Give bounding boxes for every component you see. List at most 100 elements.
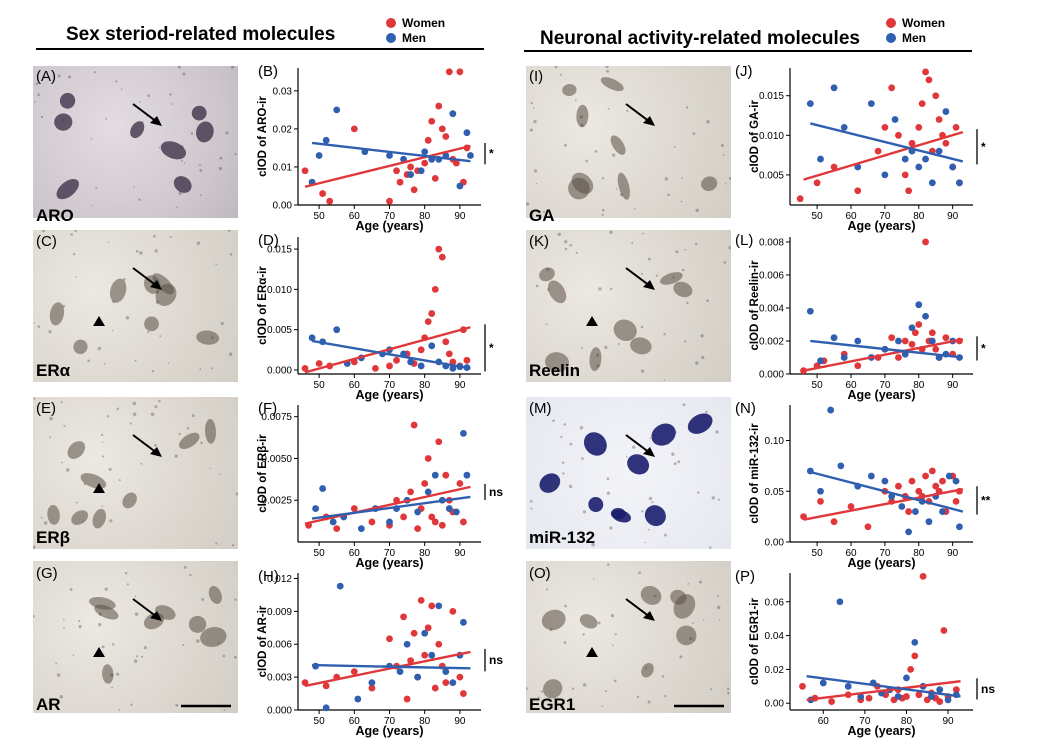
arrow-head-icon (150, 611, 162, 621)
arrow-head-icon (150, 447, 162, 457)
background-speck (33, 397, 36, 400)
y-tick-label: 0.02 (765, 665, 785, 676)
background-speck (653, 594, 657, 598)
background-speck (169, 93, 172, 96)
data-point-men (414, 508, 422, 516)
data-point-women (888, 84, 896, 92)
background-speck (118, 709, 121, 711)
plot-panel-n: (N) 0.00 0.05 0.10 50 60 70 80 90 Age (years) cIO… (735, 397, 1000, 570)
background-speck (569, 442, 573, 446)
background-speck (626, 109, 629, 112)
x-tick-label: 90 (947, 211, 959, 222)
background-speck (717, 595, 720, 598)
data-point-women (407, 657, 415, 665)
background-speck (554, 66, 558, 69)
data-point-women (449, 358, 457, 366)
micrograph-mir-132 (526, 397, 731, 549)
background-speck (199, 168, 203, 172)
cell-body (644, 505, 666, 527)
background-speck (601, 208, 605, 212)
data-point-women (911, 652, 919, 660)
y-tick-label: 0.00 (765, 538, 785, 549)
background-speck (664, 177, 668, 181)
data-point-men (407, 358, 415, 366)
data-point-men (895, 337, 902, 345)
triangle-marker-icon (586, 316, 598, 326)
data-point-women (903, 693, 910, 700)
data-point-women (911, 329, 919, 337)
x-tick-label: 90 (942, 716, 954, 727)
cell-body (59, 92, 76, 109)
marker-label: ERβ (36, 528, 70, 547)
y-tick-label: 0.000 (267, 706, 292, 717)
background-speck (569, 243, 573, 247)
data-point-men (421, 629, 429, 637)
background-speck (33, 545, 36, 549)
data-point-women (460, 518, 467, 526)
arrow-head-icon (643, 611, 655, 621)
background-speck (609, 287, 613, 291)
data-point-men (463, 471, 471, 479)
background-speck (533, 169, 538, 173)
triangle-marker-icon (93, 647, 105, 657)
data-point-women (442, 133, 450, 140)
background-speck (196, 639, 200, 643)
background-speck (87, 359, 90, 363)
data-point-women (435, 245, 443, 253)
data-point-women (326, 197, 334, 205)
data-point-men (312, 505, 319, 512)
background-speck (537, 534, 541, 538)
background-speck (537, 696, 540, 699)
background-speck (682, 403, 686, 407)
data-point-men (928, 693, 935, 700)
arrow-head-icon (643, 280, 655, 290)
background-speck (98, 622, 102, 627)
background-speck (552, 483, 556, 487)
data-point-women (796, 195, 804, 203)
background-speck (191, 414, 195, 418)
background-speck (610, 613, 615, 618)
data-point-women (865, 694, 873, 702)
x-tick-label: 90 (947, 380, 959, 391)
panel-letter: (A) (36, 68, 56, 85)
data-point-men (333, 106, 341, 114)
data-point-women (828, 698, 835, 705)
background-speck (159, 335, 162, 338)
data-point-men (827, 406, 835, 414)
arrow-icon (132, 267, 158, 287)
data-point-women (854, 187, 862, 195)
background-speck (111, 329, 114, 332)
background-speck (199, 368, 202, 371)
fit-line-men (810, 470, 964, 513)
data-point-women (424, 455, 432, 462)
cell-body (67, 441, 86, 459)
data-point-men (936, 686, 944, 694)
background-speck (58, 370, 60, 372)
x-tick-label: 70 (384, 548, 396, 559)
data-point-women (847, 503, 855, 510)
background-speck (692, 622, 694, 624)
panel-letter: (O) (529, 565, 551, 582)
scatter-plot-mir-132: 0.00 0.05 0.10 50 60 70 80 90 Age (years) cIOD of… (749, 405, 991, 570)
background-speck (134, 612, 139, 616)
background-speck (49, 436, 52, 439)
background-speck (62, 618, 65, 621)
data-point-women (410, 629, 418, 637)
background-speck (695, 208, 699, 213)
plot-panel-d: (D) 0.000 0.005 0.010 0.015 50 60 70 80 90 Age (y… (243, 229, 508, 402)
data-point-women (456, 68, 464, 76)
background-speck (97, 346, 102, 351)
data-point-men (867, 100, 875, 108)
background-speck (151, 370, 155, 373)
background-speck (673, 146, 676, 149)
x-tick-label: 60 (818, 716, 830, 727)
background-speck (617, 342, 620, 345)
background-speck (648, 496, 653, 501)
background-speck (183, 162, 186, 165)
scatter-plot-ar: 0.000 0.003 0.006 0.009 0.012 50 60 70 80 90 Age (… (257, 573, 503, 738)
data-point-women (403, 695, 411, 703)
y-tick-label: 0.002 (759, 336, 784, 347)
cell-body (701, 176, 718, 192)
data-point-women (428, 117, 436, 125)
background-speck (717, 498, 720, 501)
